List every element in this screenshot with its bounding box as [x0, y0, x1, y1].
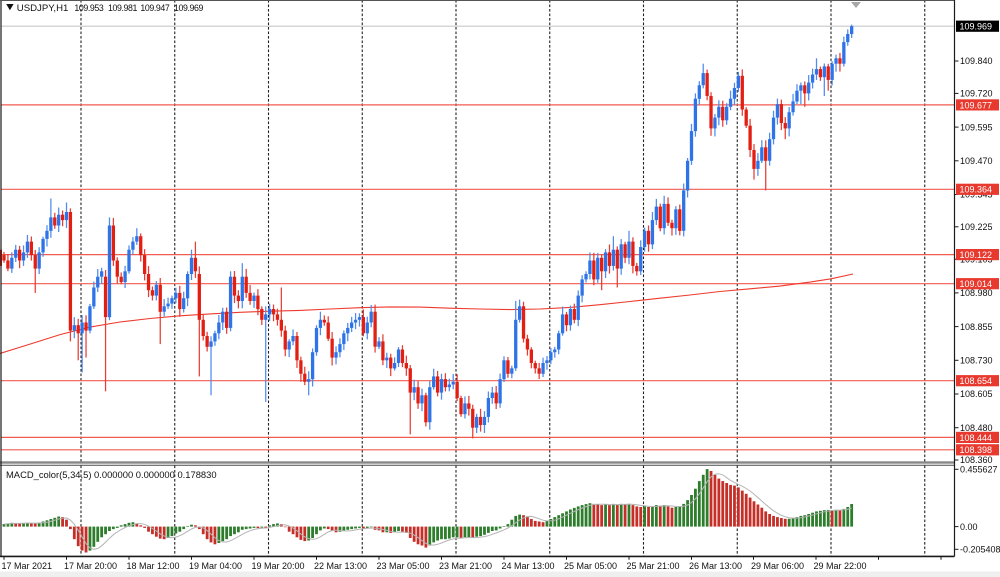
svg-text:0.00: 0.00 — [960, 522, 978, 532]
svg-text:108.360: 108.360 — [960, 455, 993, 465]
svg-text:23 Mar 05:00: 23 Mar 05:00 — [377, 561, 430, 571]
svg-text:109.677: 109.677 — [960, 100, 993, 110]
svg-text:25 Mar 05:00: 25 Mar 05:00 — [564, 561, 617, 571]
svg-text:108.605: 108.605 — [960, 389, 993, 399]
svg-text:108.398: 108.398 — [960, 445, 993, 455]
svg-text:108.855: 108.855 — [960, 322, 993, 332]
svg-text:108.730: 108.730 — [960, 356, 993, 366]
svg-text:23 Mar 21:00: 23 Mar 21:00 — [439, 561, 492, 571]
svg-text:108.980: 108.980 — [960, 288, 993, 298]
svg-text:109.969: 109.969 — [174, 3, 204, 13]
svg-text:109.225: 109.225 — [960, 222, 993, 232]
svg-text:109.969: 109.969 — [960, 22, 993, 32]
svg-text:109.122: 109.122 — [960, 250, 993, 260]
svg-text:18 Mar 12:00: 18 Mar 12:00 — [127, 561, 180, 571]
svg-text:19 Mar 20:00: 19 Mar 20:00 — [252, 561, 305, 571]
svg-text:29 Mar 06:00: 29 Mar 06:00 — [751, 561, 804, 571]
svg-text:109.840: 109.840 — [960, 56, 993, 66]
svg-text:25 Mar 21:00: 25 Mar 21:00 — [627, 561, 680, 571]
svg-text:MACD_color(5,34,5) 0.000000 0.: MACD_color(5,34,5) 0.000000 0.000000 0.1… — [6, 469, 217, 480]
svg-text:24 Mar 13:00: 24 Mar 13:00 — [502, 561, 555, 571]
svg-text:109.595: 109.595 — [960, 122, 993, 132]
svg-text:-0.205408: -0.205408 — [960, 545, 1000, 555]
svg-text:108.480: 108.480 — [960, 423, 993, 433]
svg-text:USDJPY,H1: USDJPY,H1 — [17, 3, 69, 14]
svg-text:109.364: 109.364 — [960, 185, 993, 195]
svg-text:17 Mar 20:00: 17 Mar 20:00 — [64, 561, 117, 571]
svg-text:22 Mar 13:00: 22 Mar 13:00 — [314, 561, 367, 571]
svg-text:109.947: 109.947 — [140, 3, 170, 13]
svg-text:19 Mar 04:00: 19 Mar 04:00 — [189, 561, 242, 571]
svg-text:29 Mar 22:00: 29 Mar 22:00 — [814, 561, 867, 571]
svg-text:26 Mar 13:00: 26 Mar 13:00 — [689, 561, 742, 571]
svg-text:109.720: 109.720 — [960, 89, 993, 99]
svg-text:0.455627: 0.455627 — [960, 465, 998, 475]
svg-text:109.953: 109.953 — [74, 3, 104, 13]
svg-text:108.654: 108.654 — [960, 376, 993, 386]
svg-text:109.981: 109.981 — [108, 3, 138, 13]
svg-text:109.470: 109.470 — [960, 156, 993, 166]
svg-text:109.014: 109.014 — [960, 279, 993, 289]
svg-text:17 Mar 2021: 17 Mar 2021 — [2, 561, 53, 571]
svg-text:108.444: 108.444 — [960, 433, 993, 443]
